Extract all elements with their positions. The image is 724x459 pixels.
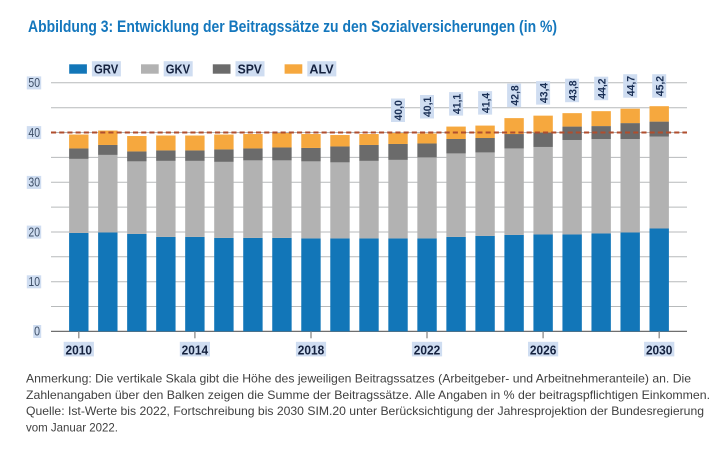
- svg-text:40,0: 40,0: [393, 100, 405, 120]
- svg-text:2030: 2030: [646, 343, 673, 357]
- svg-text:Zahlenangaben über den Balken: Zahlenangaben über den Balken zeigen die…: [26, 389, 710, 402]
- svg-text:43,4: 43,4: [538, 82, 550, 103]
- svg-text:vom Januar 2022.: vom Januar 2022.: [26, 421, 118, 434]
- svg-text:43,8: 43,8: [567, 80, 579, 100]
- svg-text:45,2: 45,2: [654, 76, 666, 96]
- svg-text:ALV: ALV: [309, 62, 334, 76]
- svg-text:10: 10: [28, 275, 40, 289]
- svg-text:2022: 2022: [414, 343, 441, 357]
- svg-text:41,4: 41,4: [480, 92, 492, 113]
- svg-text:44,2: 44,2: [596, 78, 608, 98]
- svg-text:SPV: SPV: [238, 62, 263, 76]
- svg-text:30: 30: [28, 176, 40, 190]
- svg-text:Quelle: Ist-Werte bis 2022, Fo: Quelle: Ist-Werte bis 2022, Fortschreibu…: [26, 405, 704, 418]
- svg-text:Abbildung 3: Entwicklung der B: Abbildung 3: Entwicklung der Beitragssät…: [28, 17, 557, 36]
- svg-text:0: 0: [34, 325, 40, 339]
- svg-text:2010: 2010: [66, 343, 93, 357]
- svg-text:2014: 2014: [182, 343, 209, 357]
- svg-text:2018: 2018: [298, 343, 325, 357]
- svg-text:50: 50: [28, 76, 40, 90]
- svg-text:40: 40: [28, 126, 40, 140]
- svg-text:20: 20: [28, 225, 40, 239]
- svg-text:40,1: 40,1: [422, 96, 434, 117]
- svg-text:GKV: GKV: [166, 62, 191, 76]
- svg-text:Anmerkung: Die vertikale Skala: Anmerkung: Die vertikale Skala gibt die …: [26, 373, 691, 386]
- svg-text:44,7: 44,7: [625, 76, 637, 96]
- svg-text:GRV: GRV: [94, 62, 119, 76]
- svg-text:2026: 2026: [530, 343, 557, 357]
- svg-text:42,8: 42,8: [509, 85, 521, 105]
- svg-text:41,1: 41,1: [451, 93, 463, 114]
